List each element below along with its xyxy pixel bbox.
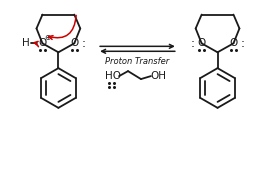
Text: O: O — [38, 38, 47, 48]
Text: :: : — [81, 37, 85, 50]
Text: HO: HO — [105, 71, 121, 81]
Text: ⊕: ⊕ — [44, 33, 51, 42]
Text: OH: OH — [151, 71, 167, 81]
Text: H: H — [22, 38, 29, 48]
Text: :: : — [191, 37, 195, 50]
Text: Proton Transfer: Proton Transfer — [105, 57, 170, 66]
Text: O: O — [70, 38, 78, 48]
Text: :: : — [240, 37, 244, 50]
Text: O: O — [229, 38, 238, 48]
Text: O: O — [197, 38, 206, 48]
